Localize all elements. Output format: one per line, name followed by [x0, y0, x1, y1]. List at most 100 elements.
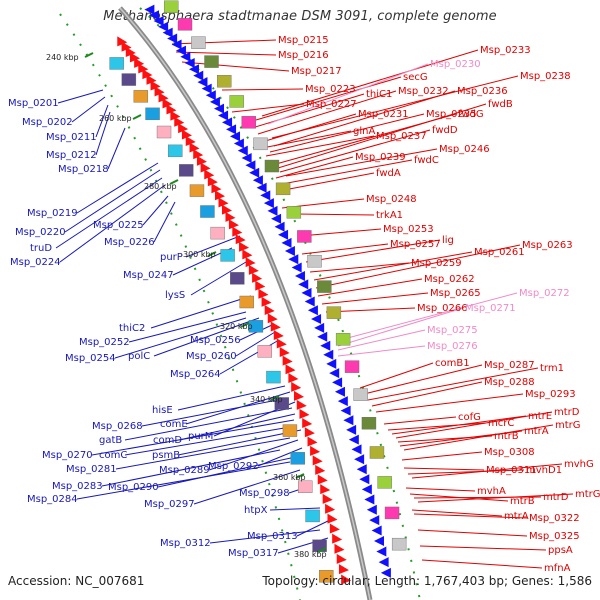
reverse-gene-arrow [149, 10, 160, 21]
gene-feature-box [264, 159, 280, 173]
leader-line [407, 469, 525, 475]
reverse-gene-arrow [222, 117, 233, 128]
gene-label-mvhg: mvhG [564, 459, 594, 470]
gene-feature-box [282, 424, 298, 437]
reverse-gene-arrow [317, 331, 328, 342]
reverse-gene-arrow [171, 39, 182, 50]
leader-line [124, 425, 297, 456]
forward-gene-arrow [185, 135, 196, 146]
gene-label-msp_0256: Msp_0256 [190, 335, 241, 346]
leader-line [275, 156, 354, 179]
gene-label-mvha: mvhA [477, 486, 506, 497]
forward-gene-arrow [276, 338, 287, 349]
gene-label-gatb: gatB [99, 435, 122, 446]
leader-line [114, 317, 247, 359]
gene-label-msp_0237: Msp_0237 [376, 131, 427, 142]
gene-feature-box [353, 388, 368, 401]
gene-feature-box [384, 506, 400, 520]
gene-feature-box [257, 345, 273, 358]
kbp-tick-label: 260 kbp [99, 114, 132, 123]
gene-label-msp_0268: Msp_0268 [92, 421, 143, 432]
forward-gene-arrow [312, 455, 323, 466]
leader-line [141, 397, 289, 427]
forward-gene-arrow [211, 183, 222, 194]
reverse-gene-arrow [229, 131, 240, 142]
reverse-gene-arrow [320, 340, 331, 351]
kbp-tick-mark [295, 473, 305, 479]
forward-gene-arrow [162, 98, 173, 109]
forward-gene-arrow [307, 436, 318, 447]
leader-line [251, 93, 365, 129]
leader-line [391, 415, 527, 435]
gene-label-glna: glnA [353, 126, 375, 137]
forward-gene-arrow [329, 523, 340, 534]
forward-gene-arrow [322, 493, 333, 504]
forward-gene-arrow [291, 381, 302, 392]
forward-gene-arrow [228, 219, 239, 230]
reverse-gene-arrow [252, 175, 263, 186]
reverse-gene-arrow [288, 254, 299, 265]
gene-label-secg: secG [403, 72, 428, 83]
gene-label-comb1: comB1 [435, 358, 470, 369]
inner-track [59, 13, 301, 600]
gene-label-ppsa: ppsA [548, 545, 573, 556]
leader-line [95, 111, 111, 156]
gene-feature-box [361, 417, 377, 430]
leader-line [76, 461, 291, 500]
gene-feature-box [317, 280, 332, 293]
gene-label-fwdc: fwdC [414, 155, 439, 166]
gene-label-msp_0218: Msp_0218 [58, 164, 109, 175]
gene-label-msp_0283: Msp_0283 [52, 481, 103, 492]
reverse-gene-arrow [284, 246, 295, 257]
leader-line [153, 317, 260, 357]
leader-line [209, 529, 321, 544]
gene-label-msp_0224: Msp_0224 [10, 257, 61, 268]
forward-gene-arrow [121, 41, 132, 52]
kbp-tick-mark [132, 114, 142, 120]
gene-feature-box [200, 205, 215, 218]
leader-line [231, 103, 305, 113]
gene-feature-box [298, 480, 313, 493]
gene-label-msp_0211: Msp_0211 [46, 132, 97, 143]
gene-label-msp_0297: Msp_0297 [144, 499, 195, 510]
reverse-gene-arrow [180, 51, 191, 62]
reverse-gene-arrow [167, 33, 178, 44]
gene-label-mtra: mtrA [524, 426, 549, 437]
gene-label-msp_0284: Msp_0284 [27, 494, 78, 505]
gene-feature-box [164, 0, 179, 13]
rna-label-msp_0276: Msp_0276 [427, 341, 478, 352]
gene-label-fwdg: fwdG [458, 109, 484, 120]
gene-feature-box [220, 249, 235, 262]
gene-label-msp_0225: Msp_0225 [93, 220, 144, 231]
forward-gene-arrow [196, 155, 207, 166]
gene-label-msp_0261: Msp_0261 [474, 247, 525, 258]
leader-line [177, 429, 302, 456]
reverse-gene-arrow [340, 405, 351, 416]
reverse-gene-arrow [188, 64, 199, 75]
kbp-tick-mark [270, 395, 280, 401]
reverse-gene-arrow [332, 377, 343, 388]
reverse-gene-arrow [301, 287, 312, 298]
gene-feature-box [156, 125, 172, 139]
forward-gene-arrow [315, 464, 326, 475]
gene-label-msp_0215: Msp_0215 [278, 35, 329, 46]
forward-gene-arrow [310, 445, 321, 456]
kbp-tick-mark [207, 251, 217, 257]
gene-label-mtrb: mtrB [510, 496, 535, 507]
gene-label-cofg: cofG [458, 412, 481, 423]
leader-line [337, 345, 426, 357]
forward-gene-arrow [258, 288, 269, 299]
forward-gene-arrow [218, 197, 229, 208]
reverse-gene-arrow [209, 96, 220, 107]
gene-feature-box [326, 306, 342, 319]
gene-label-msp_0325: Msp_0325 [529, 531, 580, 542]
forward-gene-arrow [166, 104, 177, 115]
leader-line [281, 159, 413, 185]
reverse-gene-arrow [348, 434, 359, 445]
forward-gene-arrow [320, 484, 331, 495]
leader-line [76, 162, 159, 214]
leader-line [255, 76, 402, 121]
gene-label-msp_0252: Msp_0252 [79, 337, 130, 348]
gene-label-polc: polC [128, 351, 150, 362]
forward-gene-arrow [142, 69, 153, 80]
